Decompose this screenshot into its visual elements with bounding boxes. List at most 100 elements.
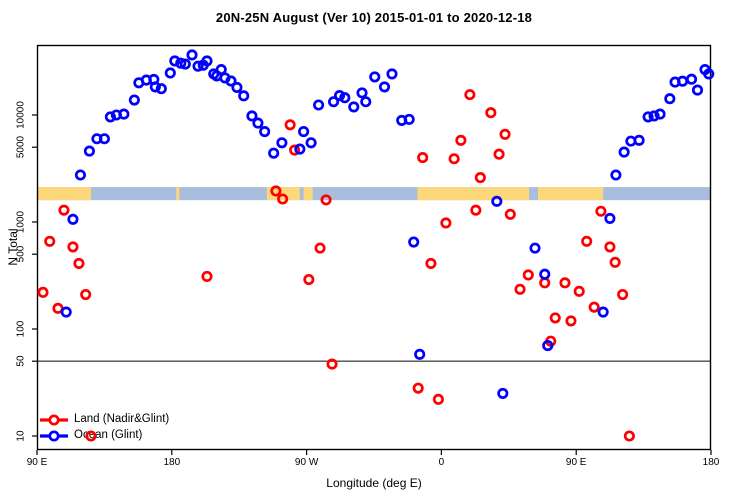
data-point-land [499, 128, 511, 140]
map-strip-land [37, 187, 91, 201]
data-point-ocean [378, 81, 391, 93]
data-point-ocean [238, 90, 250, 102]
chart-title: 20N-25N August (Ver 10) 2015-01-01 to 20… [215, 10, 533, 25]
data-point-ocean [625, 135, 637, 147]
data-point-ocean [164, 67, 176, 79]
data-point-ocean [186, 49, 198, 61]
data-point-ocean [252, 117, 264, 129]
data-point-land [201, 270, 213, 282]
plot-box [36, 44, 712, 451]
data-point-land [573, 285, 585, 297]
data-point-ocean [294, 143, 306, 155]
data-point-land [284, 119, 296, 131]
map-strip-ocean [37, 187, 711, 201]
data-point-land [73, 257, 85, 269]
map-strip-land [176, 187, 180, 201]
data-point-land [44, 235, 56, 247]
legend-marker [48, 430, 60, 442]
data-point-land [432, 393, 444, 405]
data-point-land [545, 335, 557, 347]
data-point-ocean [408, 236, 420, 248]
data-point-ocean [369, 71, 381, 83]
data-point-land [52, 302, 64, 314]
data-point-ocean [654, 108, 666, 120]
data-point-ocean [497, 387, 509, 399]
data-point-ocean [699, 63, 711, 76]
data-point-ocean [334, 89, 346, 102]
x-tick-label: 180 [163, 457, 181, 468]
map-strip-land [417, 187, 530, 201]
data-point-ocean [539, 268, 551, 280]
x-tick-label: 180 [702, 457, 720, 468]
data-point-ocean [219, 72, 231, 84]
data-point-ocean [642, 111, 654, 123]
data-point-ocean [148, 73, 160, 85]
data-point-land [37, 286, 49, 298]
x-tick-label: 90 W [294, 457, 319, 468]
data-point-ocean [128, 94, 140, 106]
data-point-ocean [691, 84, 704, 96]
data-point-ocean [276, 137, 288, 149]
data-point-ocean [610, 169, 622, 181]
data-point-ocean [403, 113, 415, 125]
data-point-land [588, 301, 600, 313]
data-point-land [270, 185, 282, 197]
data-point-land [314, 242, 326, 254]
y-tick-label: 100 [15, 320, 27, 338]
data-point-ocean [133, 77, 145, 89]
data-point-ocean [215, 63, 227, 76]
data-point-ocean [268, 147, 280, 159]
data-point-land [470, 204, 482, 216]
data-point-ocean [91, 133, 103, 145]
data-point-ocean [356, 87, 368, 99]
data-point-ocean [529, 242, 541, 254]
data-point-land [595, 205, 607, 217]
data-point-ocean [192, 60, 204, 72]
data-point-ocean [155, 83, 167, 95]
data-point-ocean [98, 133, 110, 145]
data-point-ocean [664, 93, 676, 105]
y-tick-label: 1000 [15, 210, 27, 234]
data-point-ocean [60, 306, 72, 318]
data-point-land [493, 148, 505, 160]
data-point-ocean [396, 114, 408, 126]
data-point-ocean [339, 92, 351, 104]
data-point-ocean [169, 55, 181, 67]
data-point-land [514, 283, 526, 295]
data-point-ocean [118, 108, 130, 120]
legend-label-ocean: Ocean (Glint) [74, 429, 143, 441]
y-tick-label: 10000 [15, 101, 27, 129]
data-point-ocean [386, 68, 398, 80]
data-point-ocean [149, 81, 161, 93]
data-point-ocean [225, 75, 237, 87]
y-tick-label: 5000 [15, 136, 27, 159]
data-point-ocean [414, 348, 426, 360]
map-strip-land [266, 187, 300, 201]
data-point-land [412, 382, 424, 394]
data-point-ocean [676, 75, 689, 87]
x-tick-label: 90 E [565, 457, 587, 468]
data-point-ocean [703, 68, 715, 80]
map-strip-land [303, 187, 313, 201]
data-point-land [485, 107, 497, 119]
data-point-land [609, 256, 621, 268]
y-tick-label: 500 [15, 245, 27, 263]
data-point-land [277, 193, 289, 205]
data-point-land [581, 235, 593, 247]
data-point-ocean [211, 70, 223, 82]
map-strip-land [538, 187, 604, 201]
data-point-ocean [208, 68, 220, 80]
data-point-ocean [597, 306, 609, 318]
data-point-land [623, 430, 635, 442]
data-point-land [504, 208, 516, 220]
data-point-land [464, 89, 476, 101]
data-point-ocean [246, 110, 258, 122]
data-point-ocean [305, 137, 317, 149]
data-point-ocean [67, 213, 79, 225]
data-point-ocean [179, 58, 191, 70]
data-point-ocean [175, 57, 187, 69]
data-point-land [474, 172, 486, 184]
data-point-land [425, 257, 437, 269]
data-point-ocean [648, 110, 660, 122]
